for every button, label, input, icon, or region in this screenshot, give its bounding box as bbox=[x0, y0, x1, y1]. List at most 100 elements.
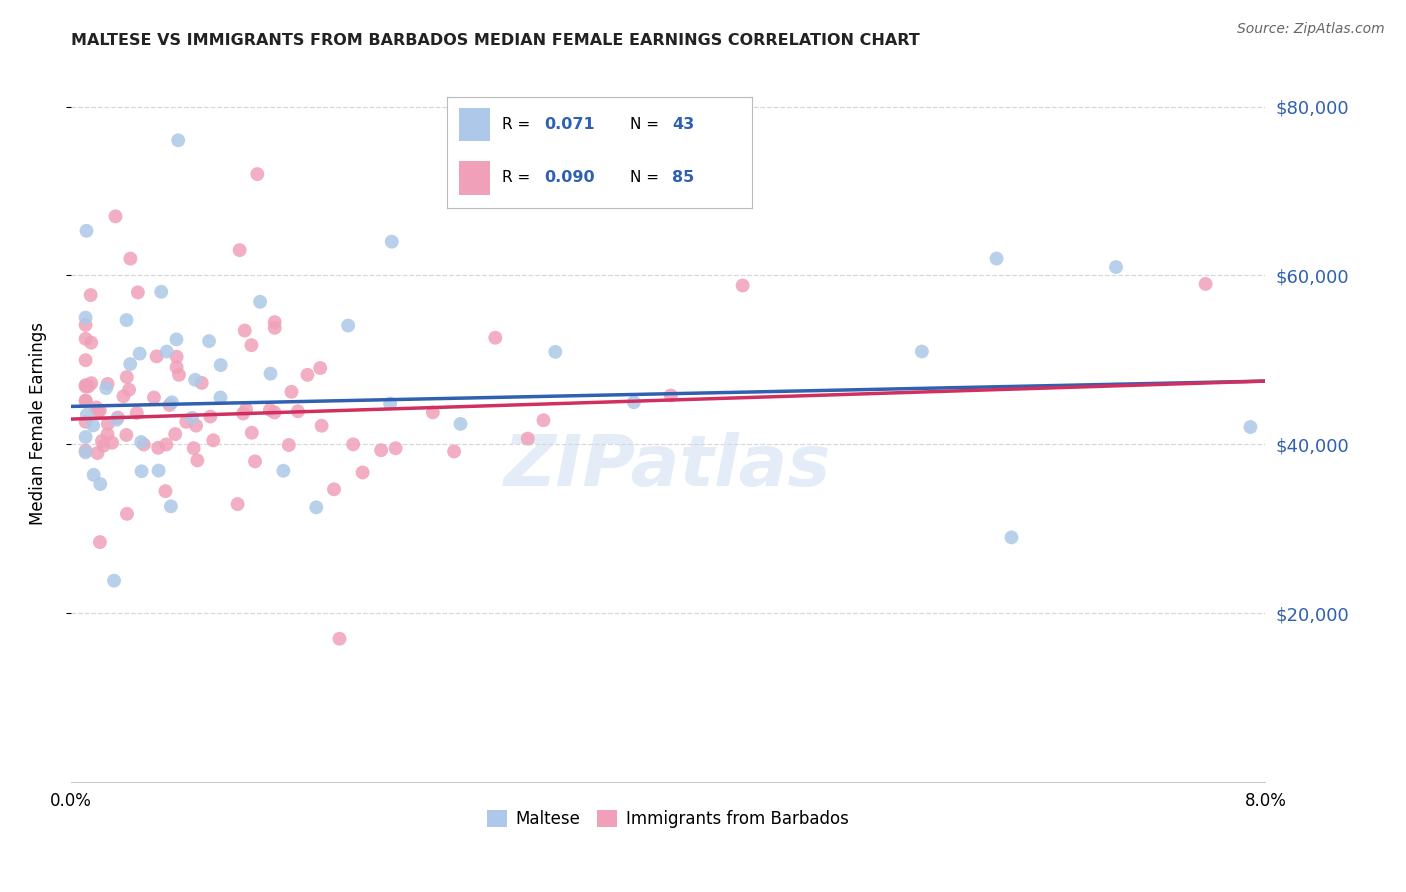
Point bbox=[731, 278, 754, 293]
Point bbox=[323, 483, 346, 497]
Point bbox=[82, 418, 104, 433]
Point bbox=[202, 434, 225, 448]
Point bbox=[127, 285, 149, 300]
Point bbox=[181, 410, 204, 425]
Point bbox=[115, 313, 138, 327]
Point bbox=[263, 405, 285, 419]
Point bbox=[209, 391, 232, 405]
Point bbox=[75, 353, 97, 368]
Point bbox=[986, 252, 1008, 266]
Point bbox=[129, 435, 152, 450]
Point bbox=[83, 467, 105, 482]
Point bbox=[75, 318, 97, 332]
Point bbox=[165, 427, 187, 442]
Point bbox=[97, 376, 120, 391]
Point bbox=[226, 497, 249, 511]
Point bbox=[145, 350, 167, 364]
Point bbox=[246, 167, 269, 181]
Point bbox=[96, 427, 118, 442]
Point bbox=[167, 368, 190, 382]
Point bbox=[309, 361, 332, 376]
Point bbox=[165, 333, 187, 347]
Point bbox=[544, 344, 567, 359]
Point bbox=[79, 288, 101, 302]
Point bbox=[422, 405, 444, 419]
Point bbox=[160, 500, 183, 514]
Text: Source: ZipAtlas.com: Source: ZipAtlas.com bbox=[1237, 22, 1385, 37]
Point bbox=[259, 367, 281, 381]
Point bbox=[104, 210, 127, 224]
Point bbox=[233, 324, 256, 338]
Legend: Maltese, Immigrants from Barbados: Maltese, Immigrants from Barbados bbox=[481, 804, 855, 835]
Point bbox=[91, 434, 114, 448]
Y-axis label: Median Female Earnings: Median Female Earnings bbox=[30, 322, 46, 524]
Point bbox=[89, 535, 111, 549]
Point bbox=[75, 378, 97, 392]
Point bbox=[86, 401, 108, 415]
Point bbox=[96, 381, 118, 395]
Point bbox=[166, 350, 188, 364]
Point bbox=[75, 430, 97, 444]
Point bbox=[148, 441, 170, 455]
Point bbox=[159, 398, 181, 412]
Point bbox=[449, 417, 471, 431]
Point bbox=[155, 484, 177, 499]
Point bbox=[148, 464, 170, 478]
Point bbox=[1239, 420, 1261, 434]
Point bbox=[235, 402, 257, 417]
Point bbox=[198, 334, 221, 348]
Point bbox=[305, 500, 328, 515]
Text: ZIPatlas: ZIPatlas bbox=[505, 432, 832, 501]
Point bbox=[143, 391, 166, 405]
Point bbox=[115, 370, 138, 384]
Point bbox=[240, 338, 263, 352]
Point bbox=[186, 453, 208, 467]
Point bbox=[184, 418, 207, 433]
Point bbox=[155, 437, 177, 451]
Point bbox=[86, 446, 108, 460]
Point bbox=[125, 406, 148, 420]
Point bbox=[337, 318, 360, 333]
Point bbox=[75, 393, 97, 408]
Point bbox=[1105, 260, 1128, 274]
Point bbox=[352, 466, 374, 480]
Point bbox=[184, 373, 207, 387]
Point bbox=[342, 437, 364, 451]
Point bbox=[370, 443, 392, 458]
Point bbox=[120, 252, 142, 266]
Point bbox=[89, 477, 111, 491]
Point bbox=[118, 383, 141, 397]
Point bbox=[911, 344, 934, 359]
Point bbox=[77, 379, 100, 393]
Point bbox=[128, 346, 150, 360]
Point bbox=[240, 425, 263, 440]
Point bbox=[1194, 277, 1216, 291]
Point bbox=[484, 331, 506, 345]
Point bbox=[259, 403, 281, 417]
Point bbox=[249, 294, 271, 309]
Point bbox=[659, 388, 682, 402]
Point bbox=[75, 310, 97, 325]
Point bbox=[167, 133, 190, 147]
Point bbox=[97, 417, 120, 431]
Point bbox=[75, 443, 97, 458]
Point bbox=[228, 243, 250, 257]
Point bbox=[200, 409, 222, 424]
Point bbox=[443, 444, 465, 458]
Point bbox=[297, 368, 319, 382]
Point bbox=[209, 358, 232, 372]
Point bbox=[516, 432, 538, 446]
Point bbox=[105, 413, 128, 427]
Point bbox=[156, 344, 179, 359]
Point bbox=[183, 441, 205, 455]
Point bbox=[103, 574, 125, 588]
Point bbox=[107, 410, 129, 425]
Point bbox=[280, 384, 302, 399]
Point bbox=[115, 507, 138, 521]
Point bbox=[311, 418, 333, 433]
Point bbox=[101, 435, 124, 450]
Point bbox=[328, 632, 350, 646]
Point bbox=[75, 445, 97, 459]
Point bbox=[277, 438, 299, 452]
Point bbox=[166, 360, 188, 375]
